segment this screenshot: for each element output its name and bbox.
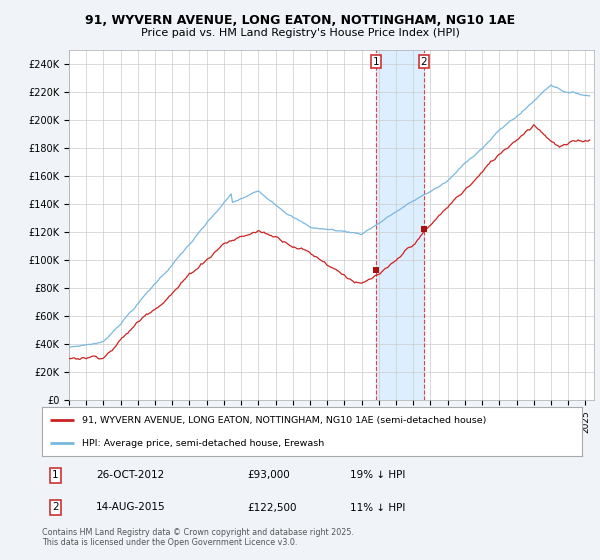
Text: 11% ↓ HPI: 11% ↓ HPI xyxy=(350,502,405,512)
Text: 2: 2 xyxy=(52,502,59,512)
Text: HPI: Average price, semi-detached house, Erewash: HPI: Average price, semi-detached house,… xyxy=(83,438,325,447)
Text: 91, WYVERN AVENUE, LONG EATON, NOTTINGHAM, NG10 1AE (semi-detached house): 91, WYVERN AVENUE, LONG EATON, NOTTINGHA… xyxy=(83,416,487,425)
Text: £93,000: £93,000 xyxy=(247,470,290,480)
Text: 91, WYVERN AVENUE, LONG EATON, NOTTINGHAM, NG10 1AE: 91, WYVERN AVENUE, LONG EATON, NOTTINGHA… xyxy=(85,14,515,27)
Text: £122,500: £122,500 xyxy=(247,502,296,512)
Text: 14-AUG-2015: 14-AUG-2015 xyxy=(96,502,166,512)
Text: Price paid vs. HM Land Registry's House Price Index (HPI): Price paid vs. HM Land Registry's House … xyxy=(140,28,460,38)
Text: 2: 2 xyxy=(421,57,427,67)
Text: 1: 1 xyxy=(52,470,59,480)
Text: 1: 1 xyxy=(373,57,379,67)
Bar xyxy=(376,50,424,400)
Text: Contains HM Land Registry data © Crown copyright and database right 2025.
This d: Contains HM Land Registry data © Crown c… xyxy=(42,528,354,547)
Text: 26-OCT-2012: 26-OCT-2012 xyxy=(96,470,164,480)
Text: 19% ↓ HPI: 19% ↓ HPI xyxy=(350,470,405,480)
